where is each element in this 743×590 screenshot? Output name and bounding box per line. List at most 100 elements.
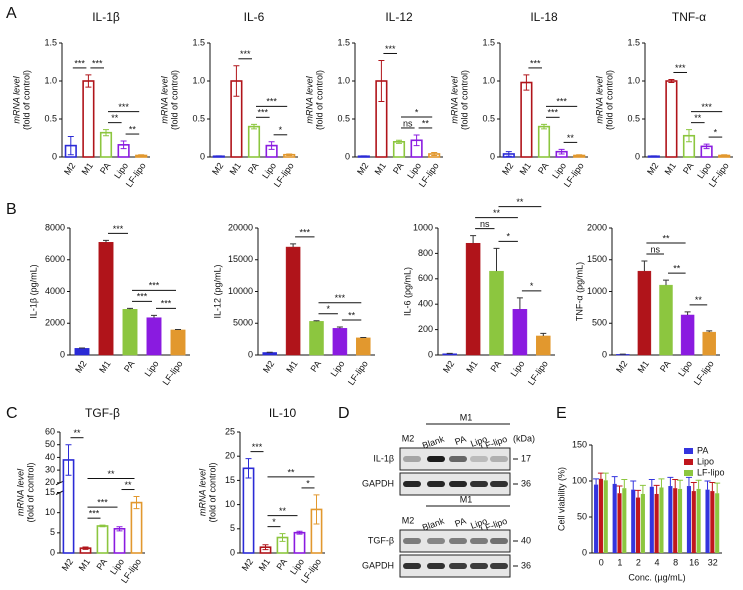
blot-band — [490, 563, 508, 569]
error-bar — [82, 546, 89, 550]
x-tick-label: 32 — [708, 557, 718, 567]
x-tick-label: PA — [122, 359, 137, 374]
bar — [617, 493, 622, 553]
error-bar — [103, 129, 109, 137]
y-axis-label: mRNA level — [449, 75, 459, 123]
error-bar — [704, 480, 711, 490]
x-tick-label: 8 — [673, 557, 678, 567]
error-bar — [360, 155, 367, 158]
significance-label: ** — [694, 113, 702, 123]
bar — [130, 501, 143, 554]
error-bar — [138, 154, 145, 157]
lane-label: PA — [453, 516, 467, 529]
significance-label: *** — [530, 58, 541, 68]
y-tick-label: 0 — [345, 151, 350, 161]
bar — [696, 488, 701, 553]
x-tick-label: M2 — [441, 359, 456, 375]
x-tick-label: 2 — [636, 557, 641, 567]
error-bar — [65, 444, 72, 476]
error-bar — [597, 472, 604, 479]
significance-label: *** — [701, 102, 712, 112]
bar — [146, 317, 162, 356]
y-tick-label: 6000 — [45, 254, 65, 264]
significance-label: *** — [252, 442, 263, 452]
error-bar — [493, 247, 500, 272]
kda-label: 17 — [521, 453, 531, 463]
y-axis-label: mRNA level — [15, 468, 25, 516]
y-tick-label: 15 — [225, 475, 235, 485]
x-tick-label: M1 — [228, 161, 243, 177]
x-tick-label: M2 — [500, 161, 515, 177]
significance-label: ** — [695, 295, 703, 305]
x-tick-label: M2 — [645, 161, 660, 177]
bar — [293, 531, 306, 554]
bar — [659, 487, 664, 553]
error-bar — [215, 155, 222, 158]
x-tick-label: M1 — [518, 161, 533, 177]
y-tick-label: 25 — [225, 426, 235, 436]
error-bar — [641, 260, 648, 272]
error-bar — [233, 65, 240, 97]
error-bar — [668, 78, 675, 84]
panel-label: B — [6, 201, 17, 218]
error-bar — [413, 134, 420, 147]
protein-label: GAPDH — [362, 560, 394, 570]
blot-band — [449, 456, 467, 462]
error-bar — [630, 480, 637, 490]
error-bar — [714, 482, 721, 494]
bar — [649, 486, 654, 553]
y-tick-label: 600 — [418, 273, 433, 283]
chart-title: IL-10 — [269, 406, 297, 420]
x-tick-label: M1 — [97, 359, 112, 375]
significance-label: *** — [161, 299, 172, 309]
y-axis-label: IL-6 (pg/mL) — [402, 267, 412, 316]
error-bar — [378, 59, 385, 103]
chart-title: IL-6 — [244, 10, 265, 24]
error-bar — [85, 74, 92, 88]
y-tick-label: 10 — [45, 507, 55, 517]
y-tick-label: 1000 — [413, 222, 433, 232]
bar — [677, 488, 683, 553]
legend-swatch — [684, 470, 693, 476]
y-axis-label: IL-12 (pg/mL) — [212, 264, 222, 318]
y-axis-label: mRNA level — [159, 75, 169, 123]
y-tick-label: 1.0 — [337, 75, 350, 85]
bar — [665, 80, 678, 158]
x-tick-label: PA — [536, 161, 551, 176]
y-tick-label: 20 — [225, 451, 235, 461]
blot-band — [470, 563, 488, 569]
bar — [710, 491, 715, 553]
protein-label: IL-1β — [373, 453, 394, 463]
bar — [612, 483, 617, 553]
significance-label: *** — [385, 44, 396, 54]
bar — [489, 270, 504, 356]
y-tick-label: 4000 — [45, 286, 65, 296]
y-tick-label: 5 — [50, 527, 55, 537]
error-bar — [262, 544, 269, 551]
y-tick-label: 15 — [45, 487, 55, 497]
y-tick-label: 400 — [418, 299, 433, 309]
bar — [668, 486, 673, 553]
blot-band — [490, 538, 508, 544]
kda-label: 36 — [521, 478, 531, 488]
blot-band — [403, 538, 421, 544]
y-tick-label: 0 — [60, 349, 65, 359]
x-tick-label: M1 — [373, 161, 388, 177]
y-tick-label: 5 — [230, 523, 235, 533]
y-tick-label: 60 — [45, 426, 55, 436]
error-bar — [268, 141, 275, 150]
significance-label: ** — [673, 263, 681, 273]
error-bar — [706, 330, 713, 333]
x-tick-label: M2 — [73, 359, 88, 375]
significance-label: *** — [97, 498, 108, 508]
blot-band — [470, 538, 488, 544]
blot-band — [449, 538, 467, 544]
y-tick-label: 1.5 — [192, 37, 205, 47]
y-tick-label: 500 — [592, 318, 607, 328]
bar — [520, 81, 533, 158]
x-tick-label: LF-lipo — [346, 359, 370, 387]
bar — [392, 141, 406, 158]
lane-group-label: M1 — [460, 412, 473, 422]
